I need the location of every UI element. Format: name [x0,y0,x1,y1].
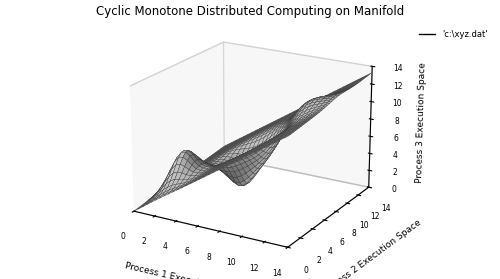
Y-axis label: Process 2 Execution Space: Process 2 Execution Space [320,218,423,279]
X-axis label: Process 1 Execution Space: Process 1 Execution Space [124,261,243,279]
Legend: 'c:\xyz.dat': 'c:\xyz.dat' [416,27,491,42]
Title: Cyclic Monotone Distributed Computing on Manifold: Cyclic Monotone Distributed Computing on… [96,5,404,18]
